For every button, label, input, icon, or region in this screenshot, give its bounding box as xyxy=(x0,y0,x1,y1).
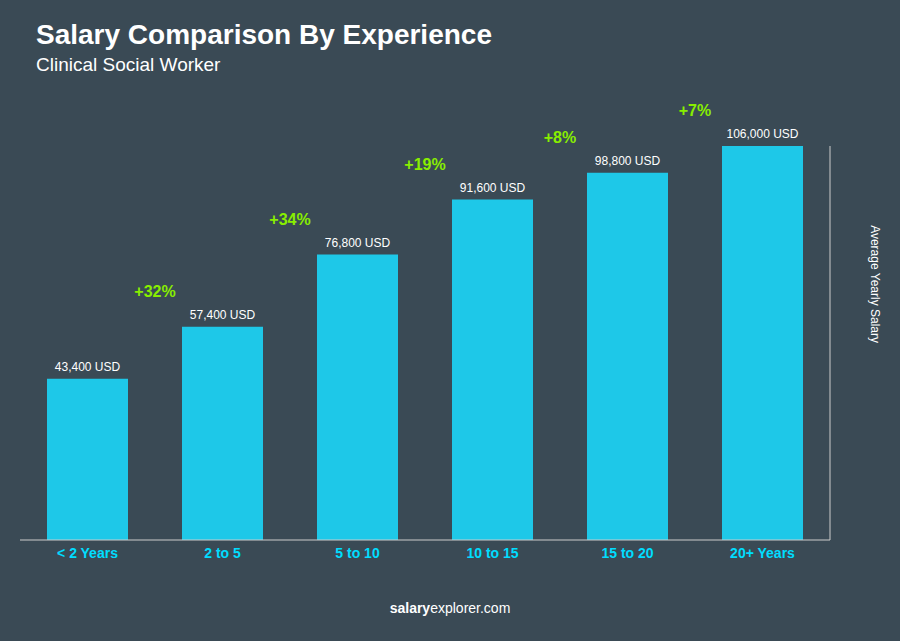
svg-text:< 2 Years: < 2 Years xyxy=(57,545,118,561)
svg-text:20+ Years: 20+ Years xyxy=(730,545,795,561)
svg-text:+8%: +8% xyxy=(544,129,576,146)
svg-text:15 to 20: 15 to 20 xyxy=(601,545,653,561)
svg-text:76,800 USD: 76,800 USD xyxy=(325,236,391,250)
svg-text:57,400 USD: 57,400 USD xyxy=(190,308,256,322)
svg-text:91,600 USD: 91,600 USD xyxy=(460,181,526,195)
svg-text:2 to 5: 2 to 5 xyxy=(204,545,241,561)
html-text:Salary Comparison By Experienc: Salary Comparison By Experience xyxy=(36,19,492,50)
svg-text:43,400 USD: 43,400 USD xyxy=(55,360,121,374)
svg-text:+32%: +32% xyxy=(134,283,175,300)
html-text:salary explorer.com: salary explorer.com xyxy=(389,600,511,616)
svg-text:+19%: +19% xyxy=(404,156,445,173)
svg-text:10 to 15: 10 to 15 xyxy=(466,545,518,561)
svg-text:+34%: +34% xyxy=(269,211,310,228)
html-text:Clinical Social Worker: Clinical Social Worker xyxy=(36,54,221,75)
svg-text:Average Yearly Salary: Average Yearly Salary xyxy=(868,225,882,343)
svg-text:98,800 USD: 98,800 USD xyxy=(595,154,661,168)
svg-text:+7%: +7% xyxy=(679,102,711,119)
svg-text:106,000 USD: 106,000 USD xyxy=(726,127,798,141)
svg-text:5 to 10: 5 to 10 xyxy=(335,545,380,561)
